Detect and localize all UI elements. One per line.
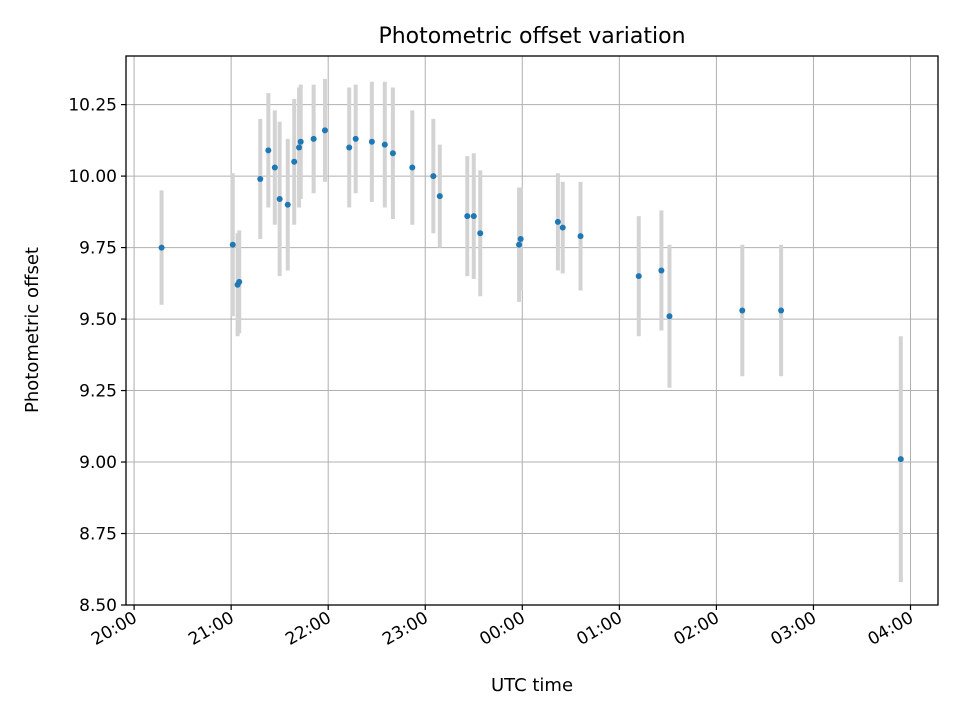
data-point xyxy=(229,241,236,248)
data-point xyxy=(464,213,471,220)
data-point xyxy=(554,218,561,225)
data-point xyxy=(516,241,523,248)
data-point xyxy=(346,144,353,151)
chart-title: Photometric offset variation xyxy=(378,24,685,49)
data-point xyxy=(577,233,584,240)
x-tick-label: 00:00 xyxy=(476,608,528,650)
data-point xyxy=(265,147,272,154)
y-tick-label: 10.00 xyxy=(68,167,117,187)
error-bars xyxy=(159,78,903,583)
data-point xyxy=(635,273,642,280)
data-point xyxy=(257,175,264,182)
data-point xyxy=(658,267,665,274)
x-tick-label: 21:00 xyxy=(185,608,237,650)
data-point xyxy=(236,278,243,285)
x-tick-label: 01:00 xyxy=(573,608,625,650)
x-axis-label: UTC time xyxy=(491,675,573,696)
y-tick-label: 9.00 xyxy=(79,453,117,473)
data-point xyxy=(321,127,328,134)
data-point xyxy=(368,138,375,145)
data-point xyxy=(477,230,484,237)
x-axis-ticks: 20:00 21:00 22:00 23:00 00:00 01:00 02:00 03:00… xyxy=(88,605,917,650)
data-point xyxy=(470,213,477,220)
data-point xyxy=(517,236,524,242)
y-tick-label: 9.25 xyxy=(79,382,117,402)
y-axis-ticks: 8.50 8.75 9.00 9.25 9.50 9.75 10.00 10.25 xyxy=(68,96,126,616)
data-point xyxy=(284,201,291,208)
data-point xyxy=(271,164,278,171)
data-point xyxy=(778,307,785,314)
x-tick-label: 02:00 xyxy=(670,608,722,650)
y-axis-label: Photometric offset xyxy=(22,247,43,413)
x-tick-label: 23:00 xyxy=(379,608,431,650)
grid-lines xyxy=(126,56,938,606)
y-tick-label: 8.75 xyxy=(79,525,117,545)
plot-frame xyxy=(125,55,939,606)
data-point xyxy=(739,307,746,314)
data-point xyxy=(666,313,673,320)
data-point xyxy=(436,193,443,200)
data-point xyxy=(291,158,298,165)
y-tick-label: 8.50 xyxy=(79,596,117,616)
data-points xyxy=(158,127,904,463)
data-point xyxy=(296,144,303,151)
data-point xyxy=(352,135,359,142)
data-point xyxy=(430,173,437,180)
data-point xyxy=(297,138,304,145)
data-point xyxy=(559,224,566,231)
data-point xyxy=(158,244,165,251)
x-tick-label: 04:00 xyxy=(865,608,917,650)
x-tick-label: 22:00 xyxy=(282,608,334,650)
data-point xyxy=(310,135,317,142)
data-point xyxy=(389,150,396,157)
data-point xyxy=(276,195,283,202)
y-tick-label: 9.75 xyxy=(79,239,117,259)
y-tick-label: 9.50 xyxy=(79,310,117,330)
x-tick-label: 03:00 xyxy=(768,608,820,650)
y-tick-label: 10.25 xyxy=(68,96,117,116)
data-point xyxy=(409,164,416,171)
data-point xyxy=(897,456,904,463)
data-point xyxy=(381,141,388,148)
